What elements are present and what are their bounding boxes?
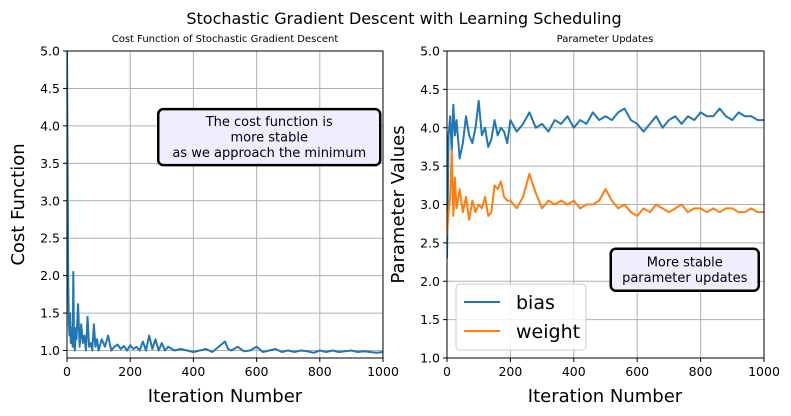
parameter-chart-xtick-label: 400 — [562, 364, 586, 379]
cost-chart-xtick-label: 200 — [118, 364, 142, 379]
cost-chart: Cost Function of Stochastic Gradient Des… — [8, 34, 399, 407]
parameter-chart-ylabel: Parameter Values — [388, 125, 409, 283]
parameter-chart-legend — [455, 283, 587, 351]
cost-chart-ytick-label: 1.0 — [40, 343, 60, 358]
parameter-chart-xtick-label: 200 — [498, 364, 522, 379]
cost-chart-xtick-label: 1000 — [367, 364, 399, 379]
cost-chart-ytick-label: 4.5 — [40, 81, 60, 96]
figure-suptitle: Stochastic Gradient Descent with Learnin… — [186, 9, 621, 28]
cost-chart-title: Cost Function of Stochastic Gradient Des… — [112, 34, 339, 45]
cost-chart-ytick-label: 5.0 — [40, 44, 60, 59]
parameter-chart-xtick-label: 0 — [443, 364, 451, 379]
parameter-chart-ytick-label: 4.0 — [420, 120, 440, 135]
cost-chart-annotation-line: The cost function is — [205, 115, 333, 130]
parameter-chart-annotation-line: More stable — [647, 255, 723, 270]
cost-chart-xtick-label: 0 — [63, 364, 71, 379]
cost-chart-xtick-label: 800 — [308, 364, 332, 379]
parameter-chart-xtick-label: 800 — [689, 364, 713, 379]
parameter-chart-ytick-label: 1.0 — [420, 351, 440, 366]
cost-chart-ytick-label: 2.5 — [40, 231, 60, 246]
parameter-chart-ytick-label: 2.5 — [420, 235, 440, 250]
parameter-chart-axes-frame — [446, 50, 765, 359]
cost-chart-ytick-label: 3.0 — [40, 193, 60, 208]
cost-chart-ytick-label: 4.0 — [40, 118, 60, 133]
cost-chart-ytick-label: 1.5 — [40, 306, 60, 321]
parameter-chart-ytick-label: 3.0 — [420, 197, 440, 212]
parameter-chart-legend-label-bias: bias — [516, 292, 555, 314]
parameter-chart: Parameter Updates 0 200 400 600 800 1000 1.0 1.… — [388, 34, 780, 407]
parameter-chart-xtick-label: 600 — [625, 364, 649, 379]
parameter-chart-ytick-label: 5.0 — [420, 44, 440, 59]
cost-chart-annotation-line: as we approach the minimum — [172, 146, 366, 161]
parameter-chart-title: Parameter Updates — [557, 34, 654, 45]
parameter-chart-ytick-label: 4.5 — [420, 82, 440, 97]
parameter-chart-ytick-label: 2.0 — [420, 274, 440, 289]
cost-chart-xlabel: Iteration Number — [148, 386, 303, 407]
cost-chart-xtick-label: 400 — [181, 364, 205, 379]
parameter-chart-xtick-label: 1000 — [748, 364, 780, 379]
parameter-chart-annotation-box — [609, 247, 760, 292]
cost-chart-ylabel: Cost Function — [8, 143, 29, 265]
cost-chart-xtick-label: 600 — [245, 364, 269, 379]
cost-chart-ytick-label: 3.5 — [40, 156, 60, 171]
cost-chart-ytick-label: 2.0 — [40, 268, 60, 283]
parameter-chart-ytick-label: 3.5 — [420, 159, 440, 174]
cost-chart-line — [67, 51, 383, 354]
parameter-chart-series-bias — [447, 99, 764, 259]
cost-chart-annotation-line: more stable — [230, 131, 308, 146]
parameter-chart-legend-label-weight: weight — [516, 321, 580, 343]
parameter-chart-ytick-label: 1.5 — [420, 312, 440, 327]
cost-chart-annotation-box — [156, 107, 382, 167]
cost-chart-axes-frame — [66, 50, 384, 359]
parameter-chart-xlabel: Iteration Number — [528, 386, 683, 407]
parameter-chart-annotation-line: parameter updates — [622, 271, 748, 286]
parameter-chart-series-weight — [447, 149, 764, 236]
